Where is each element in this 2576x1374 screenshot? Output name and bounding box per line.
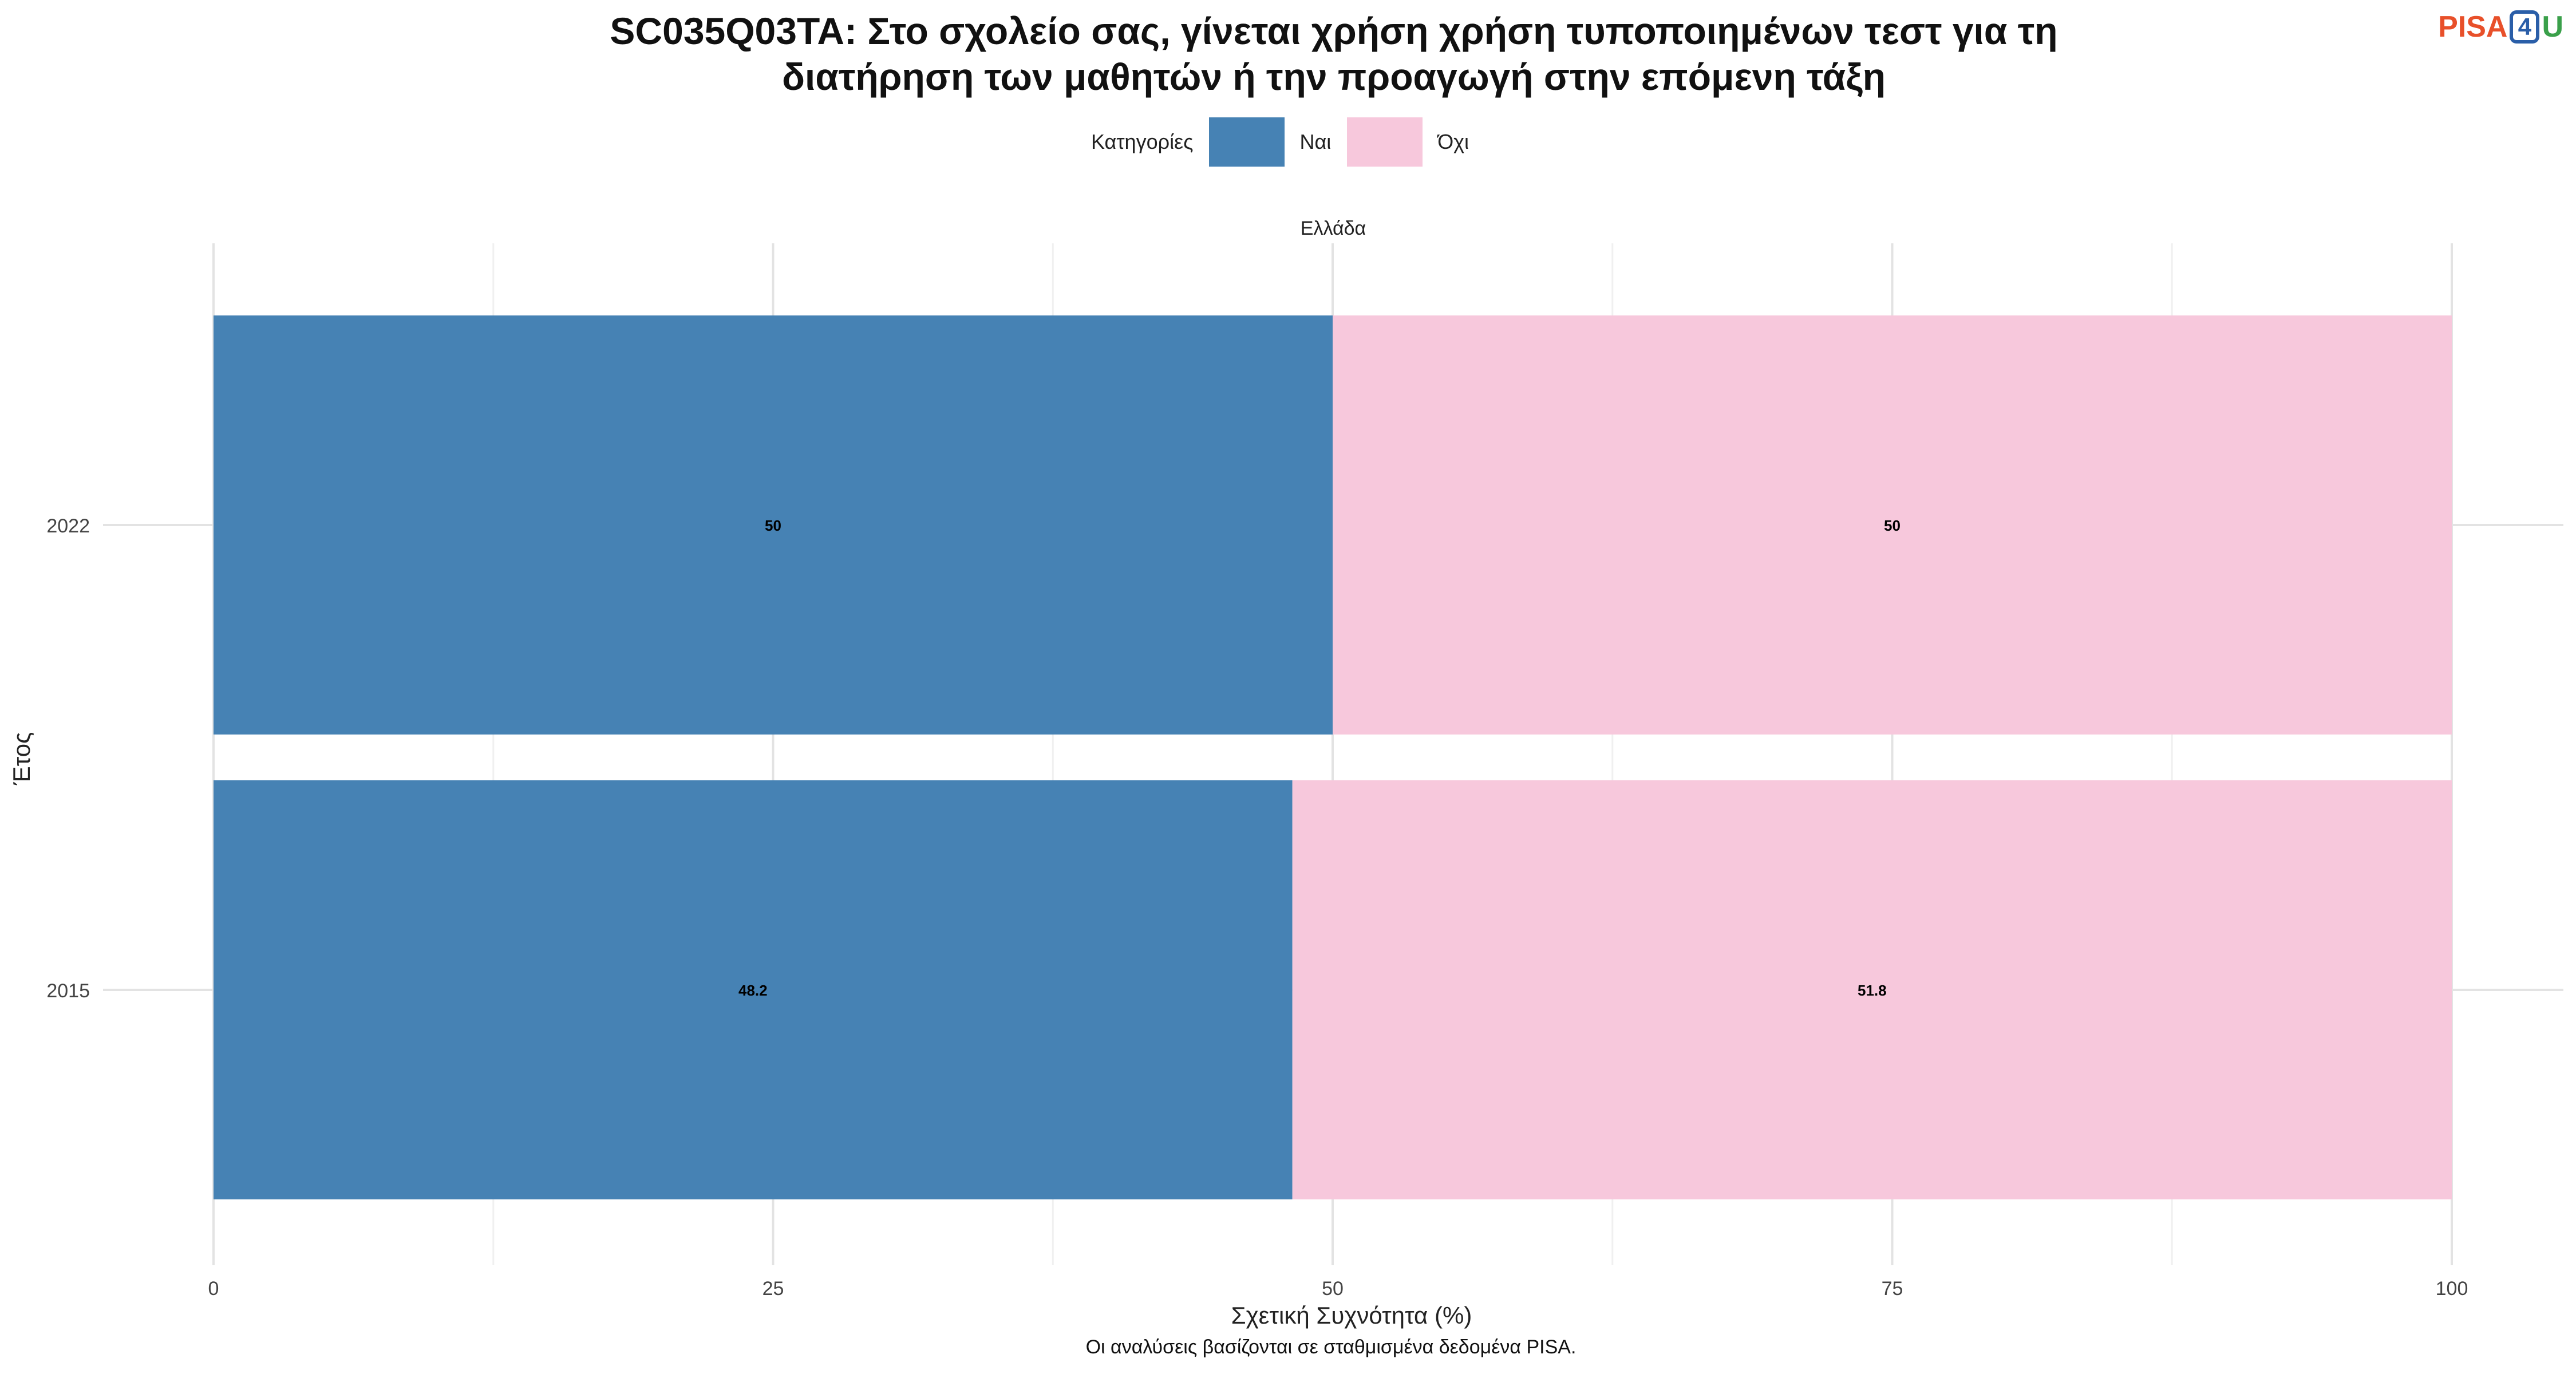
data-label-2022-no: 50	[1884, 517, 1901, 534]
bar-2022-no	[1333, 315, 2452, 735]
y-tick-label-2022: 2022	[46, 515, 90, 537]
chart-title: SC035Q03TA: Στο σχολείο σας, γίνεται χρή…	[0, 8, 2576, 100]
legend-label-no: Όχι	[1437, 130, 1469, 153]
legend-swatch-yes	[1209, 117, 1285, 167]
logo-four-badge: 4	[2510, 10, 2540, 44]
x-tick-label: 75	[1882, 1278, 1903, 1300]
x-axis-title: Σχετική Συχνότητα (%)	[1231, 1302, 1472, 1329]
x-tick-label: 0	[208, 1278, 219, 1300]
bar-2015-no	[1292, 780, 2452, 1199]
chart-title-line-2: διατήρηση των μαθητών ή την προαγωγή στη…	[781, 56, 1886, 98]
x-tick-label: 25	[762, 1278, 784, 1300]
bar-2015-yes	[214, 780, 1293, 1199]
chart-title-line-1: SC035Q03TA: Στο σχολείο σας, γίνεται χρή…	[610, 10, 2058, 52]
logo-u-text: U	[2542, 10, 2563, 44]
y-tick-label-2015: 2015	[46, 980, 90, 1002]
x-tick-label: 50	[1322, 1278, 1344, 1300]
data-label-2015-yes: 48.2	[738, 982, 768, 999]
legend-label-yes: Ναι	[1299, 130, 1332, 153]
x-tick-label: 100	[2436, 1278, 2468, 1300]
legend-item-no: Όχι	[1347, 117, 1469, 167]
data-label-2015-no: 51.8	[1858, 982, 1887, 999]
logo-pisa-text: PISA	[2438, 10, 2508, 44]
y-axis-title: Έτος	[8, 732, 35, 786]
legend-item-yes: Ναι	[1209, 117, 1331, 167]
legend-title: Κατηγορίες	[1091, 130, 1194, 153]
legend: Κατηγορίες Ναι Όχι	[0, 117, 2576, 167]
facet-label: Ελλάδα	[1301, 218, 1366, 239]
data-label-2022-yes: 50	[765, 517, 781, 534]
legend-swatch-no	[1347, 117, 1423, 167]
pisa4u-logo: PISA 4 U	[2438, 8, 2563, 46]
footer-note: Οι αναλύσεις βασίζονται σε σταθμισμένα δ…	[1085, 1336, 1577, 1358]
bar-2022-yes	[214, 315, 1333, 735]
